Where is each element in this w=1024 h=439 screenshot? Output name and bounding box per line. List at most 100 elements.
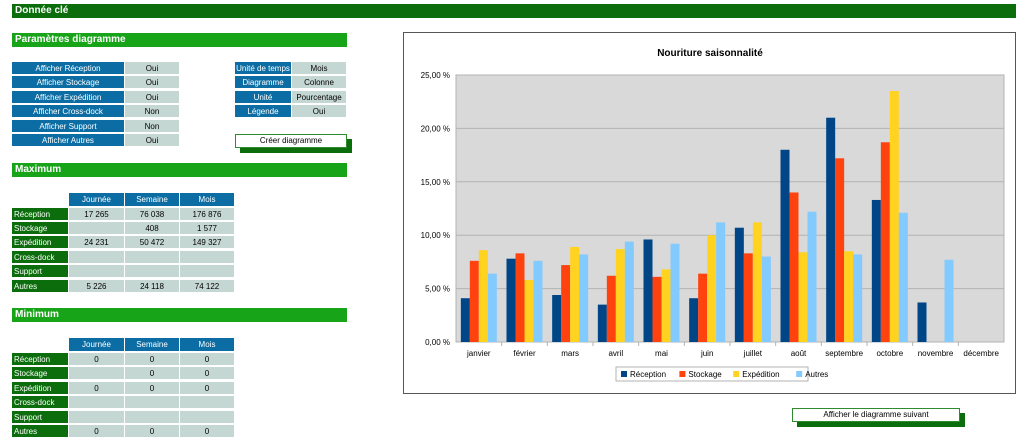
table-cell: [69, 367, 125, 380]
row-label: Autres: [12, 425, 68, 438]
create-chart-button[interactable]: Créer diagramme: [235, 134, 347, 148]
table-cell: [69, 411, 125, 424]
param-value[interactable]: Colonne: [292, 76, 346, 89]
param-value[interactable]: Oui: [125, 134, 179, 147]
column-header: Journée: [69, 193, 125, 206]
table-cell: 24 231: [69, 236, 125, 249]
param-label: Afficher Stockage: [12, 76, 124, 89]
column-header: Mois: [180, 193, 235, 206]
legend-swatch: [621, 371, 627, 377]
row-label: Réception: [12, 208, 68, 221]
next-chart-button[interactable]: Afficher le diagramme suivant: [792, 408, 960, 422]
table-cell: 0: [180, 353, 235, 366]
row-label: Autres: [12, 280, 68, 293]
table-cell: 0: [180, 425, 235, 438]
x-tick-label: février: [513, 349, 536, 358]
y-tick-label: 10,00 %: [421, 231, 450, 240]
table-cell: 0: [125, 367, 180, 380]
table-cell: 149 327: [180, 236, 235, 249]
param-label: Afficher Cross-dock: [12, 105, 124, 118]
table-cell: [69, 265, 125, 278]
legend-label: Stockage: [688, 370, 722, 379]
bar-réception: [506, 258, 516, 342]
column-header: Mois: [180, 338, 235, 351]
bar-expédition: [844, 251, 854, 342]
bar-autres: [533, 260, 543, 342]
table-cell: 74 122: [180, 280, 235, 293]
bar-stockage: [880, 142, 890, 342]
legend-swatch: [796, 371, 803, 377]
table-cell: 0: [69, 425, 125, 438]
chart-legend: Réception Stockage Expédition Autres: [615, 366, 828, 382]
param-label: Afficher Expédition: [12, 91, 124, 104]
bar-réception: [780, 149, 790, 342]
table-cell: [125, 265, 180, 278]
bar-autres: [944, 259, 954, 342]
param-value[interactable]: Oui: [125, 91, 179, 104]
bar-stockage: [606, 275, 616, 342]
table-cell: 0: [125, 382, 180, 395]
bar-réception: [643, 239, 653, 342]
y-tick-label: 15,00 %: [421, 178, 450, 187]
section-title: Paramètres diagramme: [15, 34, 126, 45]
bar-expédition: [661, 269, 671, 342]
param-label: Légende: [235, 105, 291, 118]
legend-swatch: [679, 371, 686, 377]
param-value[interactable]: Oui: [125, 62, 179, 75]
x-tick-label: août: [791, 349, 807, 358]
table-cell: [69, 222, 125, 235]
table-cell: 17 265: [69, 208, 125, 221]
column-header: Semaine: [125, 193, 180, 206]
section-maximum-header: Maximum: [12, 163, 347, 177]
row-label: Cross-dock: [12, 396, 68, 409]
table-cell: 24 118: [125, 280, 180, 293]
page-title: Donnée clé: [15, 5, 69, 16]
param-value[interactable]: Pourcentage: [292, 91, 346, 104]
x-tick-label: juin: [700, 349, 713, 358]
table-cell: 0: [69, 353, 125, 366]
bar-réception: [917, 302, 927, 342]
page-title-bar: Donnée clé: [12, 4, 1016, 18]
table-cell: 176 876: [180, 208, 235, 221]
y-tick-label: 0,00 %: [425, 338, 450, 347]
param-value[interactable]: Mois: [292, 62, 346, 75]
bar-autres: [624, 241, 634, 342]
legend-label: Autres: [805, 370, 828, 379]
table-cell: [69, 251, 125, 264]
bar-autres: [579, 254, 589, 342]
bar-réception: [689, 298, 699, 342]
table-cell: 0: [69, 382, 125, 395]
table-cell: 76 038: [125, 208, 180, 221]
row-label: Support: [12, 265, 68, 278]
table-cell: [180, 265, 235, 278]
bar-réception: [460, 298, 470, 342]
bar-réception: [552, 295, 562, 342]
row-label: Expédition: [12, 236, 68, 249]
param-value[interactable]: Non: [125, 105, 179, 118]
row-label: Stockage: [12, 367, 68, 380]
param-value[interactable]: Oui: [292, 105, 346, 118]
table-cell: [180, 411, 235, 424]
param-label: Diagramme: [235, 76, 291, 89]
param-value[interactable]: Non: [125, 120, 179, 133]
row-label: Réception: [12, 353, 68, 366]
row-label: Stockage: [12, 222, 68, 235]
table-cell: 0: [180, 382, 235, 395]
row-label: Cross-dock: [12, 251, 68, 264]
bar-stockage: [469, 260, 479, 342]
bar-autres: [670, 243, 680, 342]
bar-réception: [826, 117, 836, 342]
param-value[interactable]: Oui: [125, 76, 179, 89]
seasonality-chart: Nouriture saisonnalité 0,00 % 5,00 % 10,00…: [421, 48, 1005, 382]
param-label: Unité: [235, 91, 291, 104]
y-tick-label: 25,00 %: [421, 71, 450, 80]
table-cell: 5 226: [69, 280, 125, 293]
plot-background: [455, 74, 1005, 343]
bar-stockage: [789, 192, 799, 342]
legend-swatch: [733, 371, 740, 377]
bar-stockage: [652, 276, 662, 342]
bar-stockage: [743, 253, 753, 342]
param-label: Afficher Autres: [12, 134, 124, 147]
x-tick-label: octobre: [876, 349, 903, 358]
section-title: Maximum: [15, 164, 62, 175]
